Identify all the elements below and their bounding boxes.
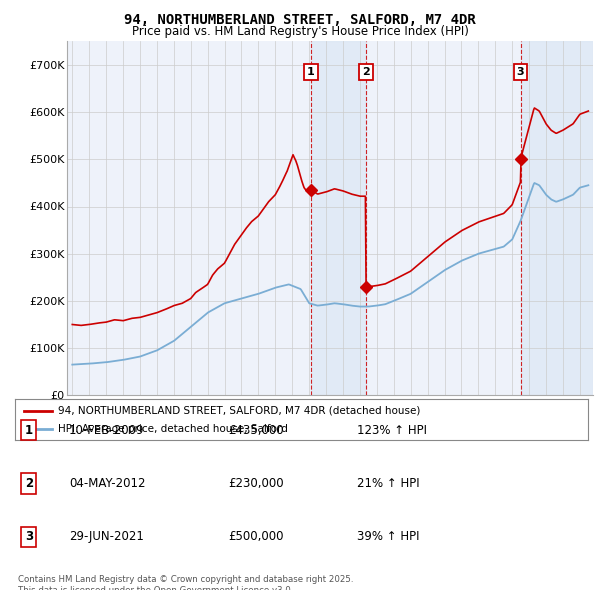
Text: 10-FEB-2009: 10-FEB-2009 [69,424,145,437]
Text: 21% ↑ HPI: 21% ↑ HPI [357,477,419,490]
Text: 2: 2 [362,67,370,77]
Text: £230,000: £230,000 [228,477,284,490]
Text: £435,000: £435,000 [228,424,284,437]
Text: HPI: Average price, detached house, Salford: HPI: Average price, detached house, Salf… [58,424,288,434]
Bar [521,41,593,395]
Text: 1: 1 [25,424,33,437]
Text: £500,000: £500,000 [228,530,284,543]
Text: Price paid vs. HM Land Registry's House Price Index (HPI): Price paid vs. HM Land Registry's House … [131,25,469,38]
Text: 29-JUN-2021: 29-JUN-2021 [69,530,144,543]
Text: 94, NORTHUMBERLAND STREET, SALFORD, M7 4DR (detached house): 94, NORTHUMBERLAND STREET, SALFORD, M7 4… [58,406,421,416]
Bar [311,41,365,395]
Text: 3: 3 [517,67,524,77]
Text: 94, NORTHUMBERLAND STREET, SALFORD, M7 4DR: 94, NORTHUMBERLAND STREET, SALFORD, M7 4… [124,13,476,27]
Text: 3: 3 [25,530,33,543]
Text: 04-MAY-2012: 04-MAY-2012 [69,477,146,490]
Text: 39% ↑ HPI: 39% ↑ HPI [357,530,419,543]
Text: 2: 2 [25,477,33,490]
Text: Contains HM Land Registry data © Crown copyright and database right 2025.
This d: Contains HM Land Registry data © Crown c… [18,575,353,590]
Text: 1: 1 [307,67,315,77]
Text: 123% ↑ HPI: 123% ↑ HPI [357,424,427,437]
